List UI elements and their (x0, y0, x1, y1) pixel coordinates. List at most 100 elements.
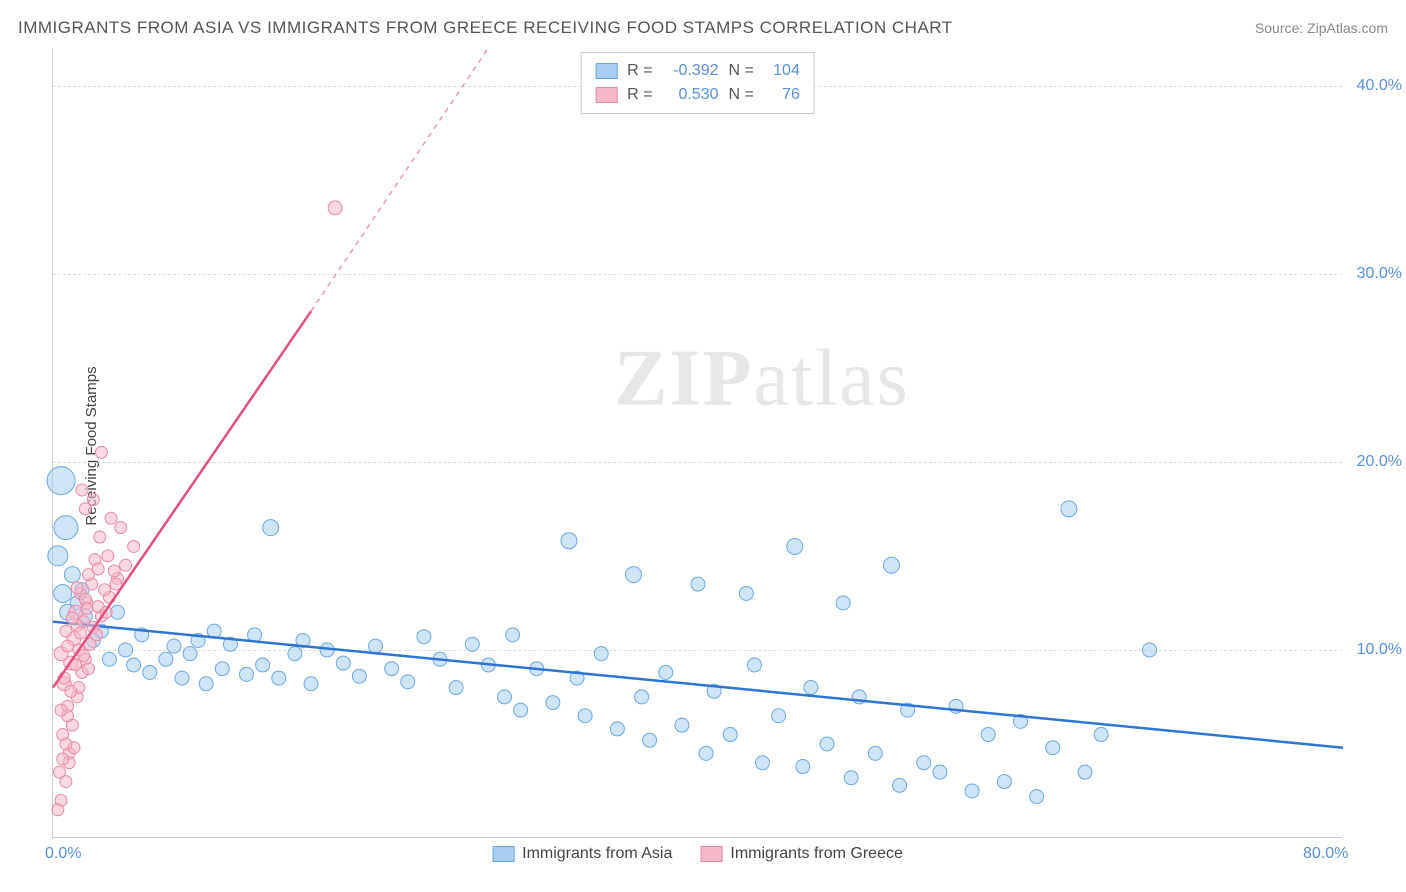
data-point (796, 760, 810, 774)
data-point (385, 662, 399, 676)
data-point (115, 522, 127, 534)
data-point (183, 647, 197, 661)
data-point (328, 201, 342, 215)
data-point (47, 467, 75, 495)
data-point (546, 696, 560, 710)
series-legend-item: Immigrants from Greece (700, 845, 902, 863)
data-point (95, 446, 107, 458)
trend-line-dashed (311, 48, 488, 311)
series-legend-label: Immigrants from Asia (522, 845, 672, 863)
legend-n-value: 104 (764, 59, 800, 83)
ytick-label: 20.0% (1357, 453, 1402, 471)
data-point (1061, 501, 1077, 517)
data-point (981, 728, 995, 742)
scatter-chart (53, 48, 1342, 837)
data-point (659, 665, 673, 679)
data-point (99, 584, 111, 596)
data-point (119, 643, 133, 657)
data-point (820, 737, 834, 751)
data-point (1143, 643, 1157, 657)
data-point (288, 647, 302, 661)
data-point (336, 656, 350, 670)
data-point (514, 703, 528, 717)
data-point (102, 652, 116, 666)
data-point (401, 675, 415, 689)
data-point (836, 596, 850, 610)
data-point (1030, 790, 1044, 804)
data-point (1046, 741, 1060, 755)
legend-row: R =0.530N =76 (595, 83, 800, 107)
data-point (62, 640, 74, 652)
data-point (884, 557, 900, 573)
data-point (167, 639, 181, 653)
legend-swatch (595, 87, 617, 103)
data-point (82, 663, 94, 675)
data-point (465, 637, 479, 651)
legend-swatch (595, 63, 617, 79)
data-point (352, 669, 366, 683)
data-point (57, 753, 69, 765)
data-point (175, 671, 189, 685)
data-point (691, 577, 705, 591)
data-point (52, 804, 64, 816)
data-point (128, 540, 140, 552)
data-point (105, 512, 117, 524)
data-point (143, 665, 157, 679)
data-point (506, 628, 520, 642)
data-point (108, 565, 120, 577)
data-point (74, 627, 86, 639)
data-point (60, 738, 72, 750)
data-point (933, 765, 947, 779)
data-point (1078, 765, 1092, 779)
data-point (844, 771, 858, 785)
legend-n-label: N = (729, 83, 754, 107)
plot-area: ZIPatlas 10.0%20.0%30.0%40.0% 0.0%80.0% … (52, 48, 1342, 838)
data-point (449, 681, 463, 695)
data-point (643, 733, 657, 747)
data-point (240, 667, 254, 681)
data-point (561, 533, 577, 549)
data-point (893, 778, 907, 792)
data-point (263, 520, 279, 536)
data-point (55, 704, 67, 716)
ytick-label: 40.0% (1357, 77, 1402, 95)
data-point (997, 775, 1011, 789)
data-point (498, 690, 512, 704)
data-point (92, 563, 104, 575)
data-point (917, 756, 931, 770)
data-point (747, 658, 761, 672)
data-point (1094, 728, 1108, 742)
data-point (256, 658, 270, 672)
xtick-label: 80.0% (1303, 845, 1348, 863)
legend-swatch (492, 846, 514, 862)
data-point (369, 639, 383, 653)
source-label: Source: ZipAtlas.com (1255, 20, 1388, 36)
legend-row: R =-0.392N =104 (595, 59, 800, 83)
data-point (417, 630, 431, 644)
data-point (723, 728, 737, 742)
data-point (610, 722, 624, 736)
data-point (94, 531, 106, 543)
data-point (594, 647, 608, 661)
series-legend-item: Immigrants from Asia (492, 845, 672, 863)
data-point (272, 671, 286, 685)
data-point (804, 681, 818, 695)
data-point (304, 677, 318, 691)
legend-r-value: 0.530 (663, 83, 719, 107)
data-point (54, 584, 72, 602)
correlation-legend: R =-0.392N =104R =0.530N =76 (580, 52, 815, 114)
legend-r-value: -0.392 (663, 59, 719, 83)
data-point (699, 746, 713, 760)
data-point (54, 516, 78, 540)
ytick-label: 30.0% (1357, 265, 1402, 283)
data-point (127, 658, 141, 672)
data-point (635, 690, 649, 704)
data-point (756, 756, 770, 770)
data-point (626, 567, 642, 583)
ytick-label: 10.0% (1357, 641, 1402, 659)
data-point (64, 567, 80, 583)
series-legend-label: Immigrants from Greece (730, 845, 902, 863)
data-point (60, 625, 72, 637)
data-point (965, 784, 979, 798)
data-point (53, 766, 65, 778)
